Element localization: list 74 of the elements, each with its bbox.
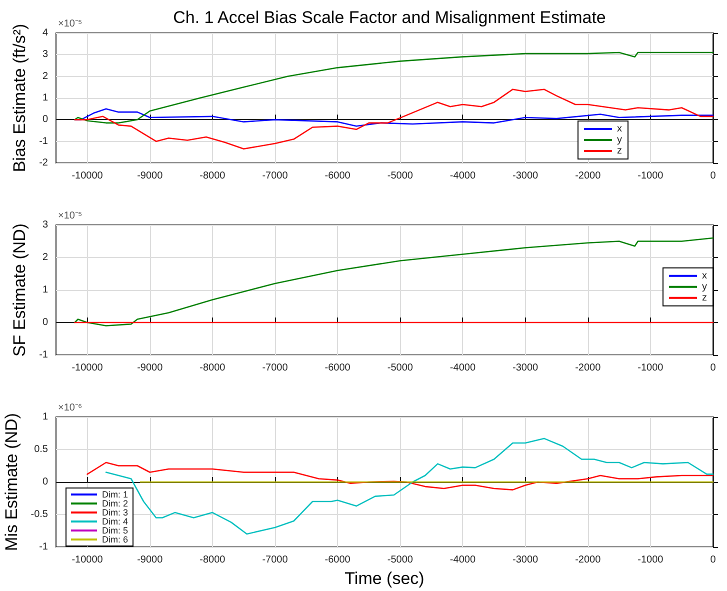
x-tick-label: -9000 <box>137 170 164 182</box>
x-tick-label: -7000 <box>262 362 288 374</box>
legend-label: Dim: 5 <box>102 526 128 536</box>
x-tick-label: 0 <box>710 170 716 182</box>
y-tick-label: -2 <box>39 158 48 168</box>
x-tick-label: -3000 <box>512 554 539 566</box>
y-tick-label: 4 <box>42 28 48 38</box>
y-tick-label: 2 <box>42 70 48 82</box>
y-tick-label: -1 <box>39 542 48 552</box>
y-axis-title: Mis Estimate (ND) <box>2 413 21 551</box>
y-axis-title: Bias Estimate (ft/s²) <box>10 24 30 172</box>
line-series <box>86 462 714 490</box>
y-tick-label: -1 <box>39 136 48 147</box>
x-tick-label: -1000 <box>638 170 664 182</box>
x-tick-label: -6000 <box>324 170 351 182</box>
x-tick-label: -3000 <box>512 362 539 374</box>
text: ×10⁻⁵ <box>58 18 82 30</box>
legend-label: Dim: 6 <box>102 534 128 544</box>
y-tick-label: -1 <box>39 350 48 360</box>
x-tick-label: -10000 <box>72 362 104 374</box>
legend-label: y <box>617 134 622 146</box>
legend-label: x <box>617 124 622 134</box>
line-series <box>74 237 714 326</box>
text: ×10⁻⁵ <box>58 210 82 222</box>
legend-label: z <box>702 292 707 304</box>
chart-title: Ch. 1 Accel Bias Scale Factor and Misalignment Estimate <box>173 8 606 27</box>
x-axis-title: Time (sec) <box>344 568 424 588</box>
text: ×10⁻⁶ <box>58 402 82 414</box>
x-tick-label: -10000 <box>72 170 104 182</box>
x-tick-label: -7000 <box>262 170 288 182</box>
x-tick-label: -4000 <box>450 170 476 182</box>
y-tick-label: 0.5 <box>34 444 48 455</box>
x-tick-label: -8000 <box>200 554 226 566</box>
x-tick-label: -8000 <box>200 362 226 374</box>
x-tick-label: -2000 <box>575 554 602 566</box>
legend-label: Dim: 1 <box>102 490 128 500</box>
x-tick-label: -6000 <box>324 554 351 566</box>
x-tick-label: -5000 <box>387 362 414 374</box>
line-series <box>74 52 714 124</box>
x-tick-label: -1000 <box>638 554 664 566</box>
y-tick-label: 2 <box>42 252 48 263</box>
y-tick-label: 3 <box>42 49 48 60</box>
x-tick-label: -2000 <box>575 362 602 374</box>
y-tick-label: 0 <box>42 317 48 328</box>
line-series <box>74 88 714 150</box>
x-tick-label: -4000 <box>450 554 476 566</box>
x-tick-label: -7000 <box>262 554 288 566</box>
x-tick-label: -1000 <box>638 362 664 374</box>
y-tick-label: 3 <box>42 220 48 230</box>
y-tick-label: 1 <box>42 92 48 104</box>
x-tick-label: -4000 <box>450 362 476 374</box>
legend-label: x <box>702 270 707 282</box>
x-tick-label: -3000 <box>512 170 539 182</box>
y-tick-label: 0 <box>42 114 48 126</box>
x-tick-label: -10000 <box>72 554 104 566</box>
legend-label: Dim: 4 <box>102 516 128 526</box>
x-tick-label: -9000 <box>137 362 164 374</box>
x-tick-label: 0 <box>710 362 716 374</box>
legend-label: z <box>617 146 622 156</box>
x-tick-label: 0 <box>710 554 716 566</box>
legend-label: Dim: 3 <box>102 508 128 518</box>
x-tick-label: -5000 <box>387 554 414 566</box>
x-tick-label: -9000 <box>137 554 164 566</box>
legend-label: Dim: 2 <box>102 498 128 508</box>
y-tick-label: 1 <box>42 412 48 422</box>
x-tick-label: -5000 <box>387 170 414 182</box>
y-tick-label: 0 <box>42 476 48 488</box>
y-tick-label: 1 <box>42 284 48 296</box>
legend-label: y <box>702 281 707 292</box>
x-tick-label: -6000 <box>324 362 351 374</box>
y-tick-label: -0.5 <box>30 509 48 520</box>
y-axis-title: SF Estimate (ND) <box>10 223 30 357</box>
x-tick-label: -2000 <box>575 170 602 182</box>
x-tick-label: -8000 <box>200 170 226 182</box>
